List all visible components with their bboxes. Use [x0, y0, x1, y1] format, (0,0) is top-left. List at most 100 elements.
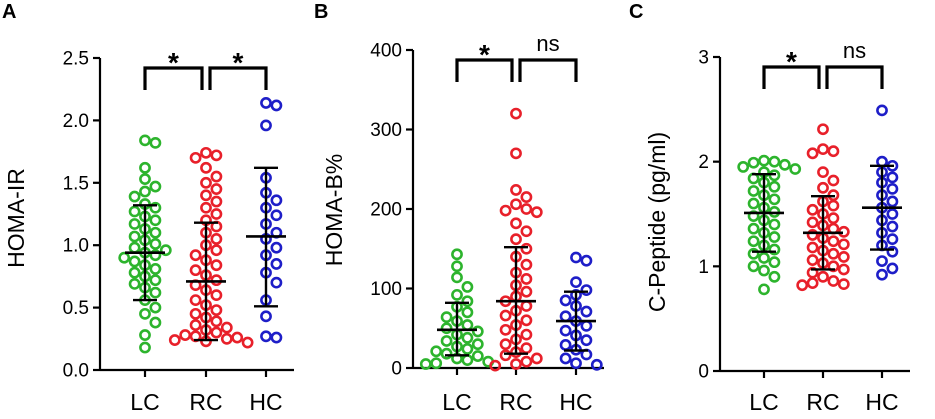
data-point — [270, 241, 283, 254]
data-point — [440, 322, 453, 335]
x-category-label: RC — [499, 389, 532, 415]
data-point — [876, 268, 888, 281]
data-point — [139, 329, 151, 341]
data-point — [430, 357, 443, 370]
data-point — [520, 285, 533, 298]
significance-bracket — [208, 66, 268, 90]
data-point — [430, 345, 443, 358]
data-point — [796, 279, 809, 292]
data-point — [806, 216, 819, 229]
panel-letter-c: C — [629, 1, 643, 23]
y-axis-title: HOMA-B% — [321, 154, 347, 266]
data-point — [559, 294, 572, 307]
data-point — [580, 305, 593, 318]
data-point — [210, 233, 223, 245]
data-point — [747, 210, 760, 222]
y-tick-label: 100 — [370, 279, 402, 300]
y-tick-label: 0.5 — [63, 298, 89, 319]
data-point — [210, 304, 223, 316]
data-point — [139, 161, 151, 174]
y-tick-labels: 0 1 2 3 — [698, 48, 709, 383]
data-point — [520, 258, 533, 271]
data-point — [768, 180, 781, 193]
x-category-label: HC — [865, 389, 898, 415]
y-tick-label: 1 — [698, 257, 709, 278]
panel-b: B HOMA-B% 0 100 200 300 400 LC RC HC * n… — [314, 1, 604, 415]
data-point — [139, 185, 151, 198]
data-point — [580, 334, 593, 347]
data-point — [149, 274, 162, 287]
data-point — [837, 238, 850, 251]
data-point — [510, 107, 522, 120]
data-point — [210, 195, 223, 208]
data-point — [559, 310, 572, 323]
data-point — [210, 170, 223, 183]
data-point — [827, 235, 840, 248]
data-point — [270, 194, 283, 207]
data-point — [768, 270, 781, 283]
data-point — [886, 262, 899, 275]
data-point — [886, 220, 899, 233]
data-point — [461, 331, 474, 344]
data-point — [827, 145, 840, 158]
data-point — [510, 233, 522, 246]
data-point — [210, 315, 223, 328]
x-category-labels: LC RC HC — [442, 389, 592, 415]
data-point — [200, 146, 212, 159]
data-point — [189, 264, 202, 277]
data-point — [520, 300, 533, 312]
data-point — [827, 199, 840, 212]
data-point — [499, 349, 512, 362]
data-point — [220, 332, 233, 345]
data-point — [737, 160, 750, 173]
data-point — [128, 218, 141, 230]
significance-label: * — [233, 47, 244, 78]
data-point — [817, 143, 829, 156]
data-point — [210, 183, 223, 195]
y-tick-label: 0.0 — [63, 361, 89, 382]
data-point — [210, 259, 223, 272]
data-point — [149, 263, 162, 275]
y-tick-labels: 0.0 0.5 1.0 1.5 2.0 2.5 — [63, 49, 89, 382]
data-point — [520, 355, 533, 368]
data-point — [149, 226, 162, 239]
significance-label: ns — [536, 31, 559, 56]
data-point — [270, 331, 283, 344]
y-tick-label: 200 — [370, 200, 402, 221]
y-tick-label: 1.5 — [63, 173, 89, 194]
data-point — [139, 134, 151, 147]
data-point — [149, 136, 162, 149]
data-point — [817, 181, 829, 194]
data-point — [270, 276, 283, 289]
data-point — [461, 306, 474, 319]
data-point — [210, 149, 223, 162]
data-point — [747, 260, 760, 273]
data-point — [559, 352, 572, 365]
data-point — [200, 176, 212, 189]
data-point — [128, 255, 141, 268]
data-point — [149, 201, 162, 214]
data-point — [817, 166, 829, 179]
data-point — [520, 242, 533, 255]
data-point — [189, 294, 202, 307]
data-point — [747, 235, 760, 248]
data-point — [189, 249, 202, 262]
panel-letter-a: A — [2, 1, 16, 23]
significance-labels: * ns — [479, 31, 560, 70]
data-point — [260, 119, 272, 132]
data-point — [149, 249, 162, 262]
data-point — [817, 270, 829, 283]
plot-area — [406, 48, 604, 375]
data-point — [886, 182, 899, 195]
data-point — [580, 254, 593, 267]
data-point — [241, 336, 254, 349]
data-point — [499, 323, 512, 336]
data-point — [499, 309, 512, 322]
data-point — [471, 350, 484, 362]
data-point — [510, 147, 522, 160]
data-point — [758, 154, 770, 167]
data-point — [758, 283, 770, 296]
data-point — [768, 218, 781, 231]
data-point — [559, 339, 572, 351]
data-point — [837, 251, 850, 263]
